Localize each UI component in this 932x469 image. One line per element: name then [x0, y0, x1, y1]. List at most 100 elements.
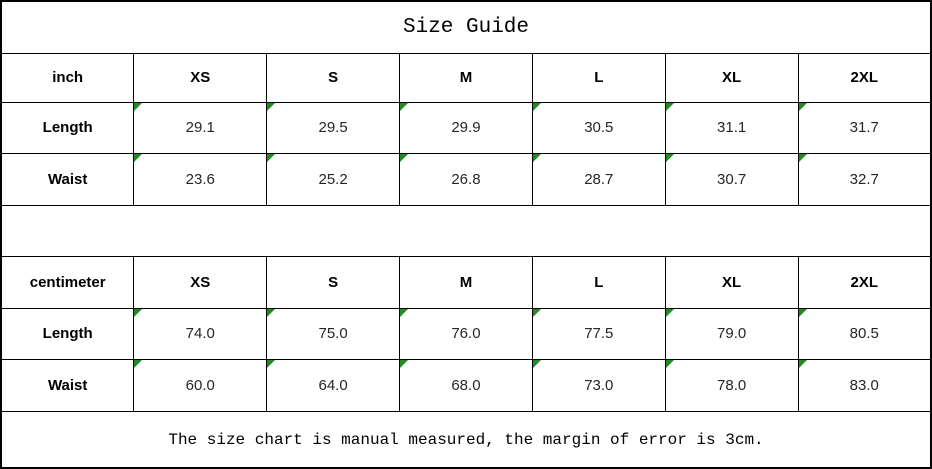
value-cell: 26.8	[399, 153, 533, 207]
cell-value: 32.7	[849, 171, 879, 189]
value-cell: 77.5	[531, 307, 666, 361]
value-cell: 29.1	[133, 101, 268, 155]
value-cell: 74.0	[133, 307, 268, 361]
cell-value: 29.1	[185, 119, 215, 137]
size-header-l: L	[531, 255, 666, 309]
value-cell: 79.0	[664, 307, 799, 361]
inch-header-row: inch XS S M L XL 2XL	[0, 52, 932, 103]
cell-value: 64.0	[318, 377, 348, 395]
centimeter-header-row: centimeter XS S M L XL 2XL	[0, 255, 932, 309]
comment-indicator-icon	[400, 102, 409, 111]
value-cell: 29.5	[266, 101, 401, 155]
row-label-waist: Waist	[0, 153, 135, 207]
inch-length-row: Length 29.1 29.5 29.9 30.5 31.1 31.7	[0, 101, 932, 155]
comment-indicator-icon	[665, 308, 674, 317]
row-label-length: Length	[0, 307, 135, 361]
row-label-length: Length	[0, 101, 135, 155]
unit-header-centimeter: centimeter	[0, 255, 135, 309]
value-cell: 29.9	[399, 101, 533, 155]
footer-note: The size chart is manual measured, the m…	[0, 411, 932, 469]
title-row: Size Guide	[0, 0, 932, 54]
comment-indicator-icon	[532, 360, 541, 369]
row-label-waist: Waist	[0, 359, 135, 413]
comment-indicator-icon	[798, 154, 807, 163]
comment-indicator-icon	[267, 154, 276, 163]
value-cell: 31.7	[797, 101, 932, 155]
size-header-s: S	[266, 255, 401, 309]
comment-indicator-icon	[532, 102, 541, 111]
cell-value: 80.5	[849, 325, 879, 343]
cell-value: 78.0	[717, 377, 747, 395]
comment-indicator-icon	[532, 154, 541, 163]
value-cell: 60.0	[133, 359, 268, 413]
cell-value: 26.8	[451, 171, 481, 189]
cell-value: 30.5	[584, 119, 614, 137]
cell-value: 30.7	[717, 171, 747, 189]
comment-indicator-icon	[798, 102, 807, 111]
comment-indicator-icon	[400, 154, 409, 163]
value-cell: 30.7	[664, 153, 799, 207]
cell-value: 29.5	[318, 119, 348, 137]
size-header-xl: XL	[664, 255, 799, 309]
page-title: Size Guide	[0, 0, 932, 54]
comment-indicator-icon	[267, 360, 276, 369]
value-cell: 80.5	[797, 307, 932, 361]
cell-value: 23.6	[185, 171, 215, 189]
comment-indicator-icon	[400, 360, 409, 369]
value-cell: 23.6	[133, 153, 268, 207]
comment-indicator-icon	[134, 102, 143, 111]
cell-value: 31.7	[849, 119, 879, 137]
size-header-xs: XS	[133, 52, 268, 103]
size-header-2xl: 2XL	[797, 52, 932, 103]
size-header-2xl: 2XL	[797, 255, 932, 309]
spacer-cell	[0, 205, 932, 257]
size-header-s: S	[266, 52, 401, 103]
size-header-l: L	[531, 52, 666, 103]
cell-value: 77.5	[584, 325, 614, 343]
comment-indicator-icon	[134, 360, 143, 369]
comment-indicator-icon	[532, 308, 541, 317]
value-cell: 83.0	[797, 359, 932, 413]
size-header-m: M	[399, 52, 533, 103]
comment-indicator-icon	[665, 360, 674, 369]
comment-indicator-icon	[400, 308, 409, 317]
cell-value: 28.7	[584, 171, 614, 189]
comment-indicator-icon	[267, 308, 276, 317]
cell-value: 31.1	[717, 119, 747, 137]
size-header-m: M	[399, 255, 533, 309]
value-cell: 25.2	[266, 153, 401, 207]
cell-value: 25.2	[318, 171, 348, 189]
cell-value: 79.0	[717, 325, 747, 343]
spacer-row	[0, 205, 932, 257]
value-cell: 30.5	[531, 101, 666, 155]
size-header-xs: XS	[133, 255, 268, 309]
cell-value: 60.0	[185, 377, 215, 395]
value-cell: 68.0	[399, 359, 533, 413]
centimeter-length-row: Length 74.0 75.0 76.0 77.5 79.0 80.5	[0, 307, 932, 361]
cell-value: 73.0	[584, 377, 614, 395]
value-cell: 78.0	[664, 359, 799, 413]
value-cell: 64.0	[266, 359, 401, 413]
comment-indicator-icon	[134, 154, 143, 163]
comment-indicator-icon	[134, 308, 143, 317]
cell-value: 76.0	[451, 325, 481, 343]
cell-value: 68.0	[451, 377, 481, 395]
cell-value: 75.0	[318, 325, 348, 343]
size-header-xl: XL	[664, 52, 799, 103]
comment-indicator-icon	[267, 102, 276, 111]
comment-indicator-icon	[798, 308, 807, 317]
comment-indicator-icon	[665, 154, 674, 163]
cell-value: 83.0	[849, 377, 879, 395]
value-cell: 75.0	[266, 307, 401, 361]
comment-indicator-icon	[665, 102, 674, 111]
footer-row: The size chart is manual measured, the m…	[0, 411, 932, 469]
inch-waist-row: Waist 23.6 25.2 26.8 28.7 30.7 32.7	[0, 153, 932, 207]
value-cell: 28.7	[531, 153, 666, 207]
value-cell: 31.1	[664, 101, 799, 155]
centimeter-waist-row: Waist 60.0 64.0 68.0 73.0 78.0 83.0	[0, 359, 932, 413]
cell-value: 29.9	[451, 119, 481, 137]
cell-value: 74.0	[185, 325, 215, 343]
value-cell: 73.0	[531, 359, 666, 413]
